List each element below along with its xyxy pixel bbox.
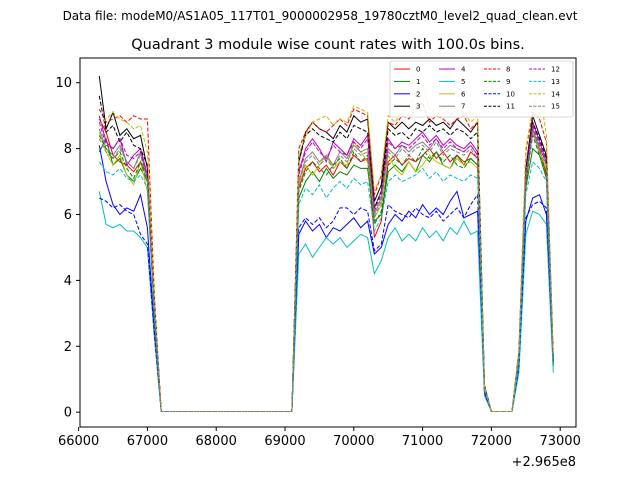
legend-label-2: 2 <box>416 90 420 98</box>
y-tick-label: 0 <box>64 406 72 421</box>
x-offset-label: +2.965e8 <box>512 455 576 470</box>
x-tick-label: 72000 <box>471 434 512 449</box>
legend-label-3: 3 <box>416 103 420 111</box>
legend-label-11: 11 <box>506 103 515 111</box>
legend-label-13: 13 <box>551 78 560 86</box>
y-axis: 0 2 4 6 8 10 <box>55 76 80 421</box>
y-tick-label: 10 <box>55 76 72 91</box>
y-tick-label: 2 <box>64 340 72 355</box>
x-tick-label: 68000 <box>196 434 237 449</box>
x-tick-label: 67000 <box>127 434 168 449</box>
x-axis: 66000 67000 68000 69000 70000 71000 72000 73000 <box>58 427 581 449</box>
legend-label-10: 10 <box>506 90 515 98</box>
legend-label-7: 7 <box>461 103 465 111</box>
x-tick-label: 70000 <box>333 434 374 449</box>
x-tick-label: 71000 <box>402 434 443 449</box>
chart-suptitle: Data file: modeM0/AS1A05_117T01_90000029… <box>63 9 578 23</box>
y-tick-label: 6 <box>64 208 72 223</box>
x-tick-label: 73000 <box>539 434 580 449</box>
plot-area <box>80 58 576 427</box>
legend-label-9: 9 <box>506 78 510 86</box>
legend-label-6: 6 <box>461 90 466 98</box>
series-line-10 <box>99 193 554 412</box>
legend-label-5: 5 <box>461 78 465 86</box>
x-tick-label: 66000 <box>58 434 99 449</box>
series-line-15 <box>98 131 554 412</box>
legend-label-1: 1 <box>416 78 420 86</box>
legend-label-12: 12 <box>551 66 560 74</box>
y-tick-label: 4 <box>64 274 72 289</box>
plot-frame <box>79 57 577 428</box>
legend-label-8: 8 <box>506 66 510 74</box>
chart-title: Quadrant 3 module wise count rates with … <box>131 37 525 53</box>
legend-label-15: 15 <box>551 103 560 111</box>
y-tick-label: 8 <box>64 142 72 157</box>
legend-label-0: 0 <box>416 66 420 74</box>
legend-label-4: 4 <box>461 66 466 74</box>
series-layer <box>98 76 554 412</box>
legend-label-14: 14 <box>551 90 560 98</box>
x-tick-label: 69000 <box>264 434 305 449</box>
legend-box <box>389 60 574 118</box>
